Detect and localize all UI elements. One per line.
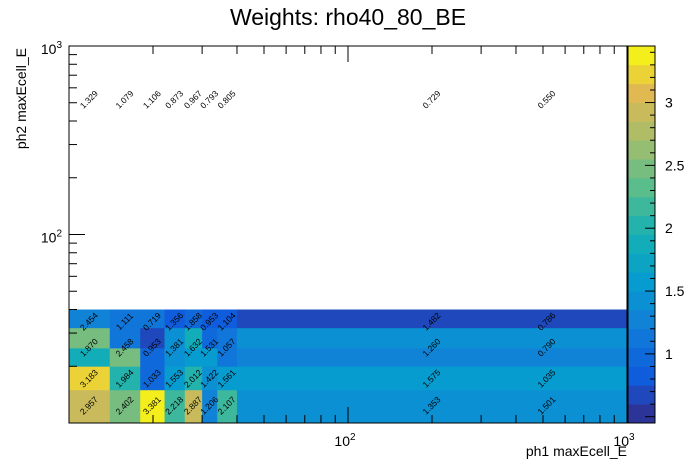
colorbar-band	[628, 83, 655, 103]
heatmap-cell	[236, 309, 628, 329]
heatmap-cell	[109, 347, 141, 367]
heatmap-cell	[202, 347, 218, 367]
heatmap-cell	[217, 389, 238, 424]
heatmap-cell	[184, 309, 203, 329]
colorbar-band	[628, 404, 655, 424]
heatmap-cell	[109, 366, 141, 391]
heatmap-cell	[164, 347, 186, 367]
cell-value-label: 0.805	[216, 88, 238, 110]
colorbar-band	[628, 234, 655, 254]
heatmap-cell	[69, 366, 111, 391]
colorbar-tick-label: 1.5	[665, 283, 685, 299]
heatmap-cell	[69, 347, 111, 367]
heatmap-cell	[69, 309, 111, 329]
chart-title: Weights: rho40_80_BE	[229, 4, 467, 30]
colorbar-band	[628, 328, 655, 348]
heatmap-cell	[140, 347, 165, 367]
heatmap-cell	[202, 389, 218, 424]
colorbar-band	[628, 291, 655, 311]
cell-value-label: 0.550	[535, 88, 557, 110]
colorbar-band	[628, 215, 655, 235]
heatmap-cell	[236, 347, 628, 367]
heatmap-cell	[140, 327, 165, 349]
colorbar-band	[628, 121, 655, 141]
colorbar-band	[628, 309, 655, 330]
heatmap-cell	[217, 347, 238, 367]
colorbar-tick-label: 2	[665, 220, 673, 236]
x-axis-label: ph1 maxEcell_E	[526, 443, 627, 459]
heatmap-cell	[236, 366, 628, 391]
colorbar-band	[628, 159, 655, 179]
colorbar: 1 1.5 2 2.5 3	[627, 45, 685, 424]
x-tick-label: 102	[334, 432, 356, 449]
colorbar-band	[628, 347, 655, 367]
heatmap-cell	[184, 327, 203, 349]
heatmap-cell	[217, 309, 238, 329]
colorbar-band	[628, 385, 655, 405]
heatmap-cell	[164, 389, 186, 424]
heatmap-cell	[164, 366, 186, 391]
heatmap-cell	[140, 366, 165, 391]
colorbar-band	[628, 140, 655, 160]
colorbar-band	[628, 272, 655, 292]
heatmap-cell	[184, 347, 203, 367]
colorbar-band	[628, 46, 655, 66]
colorbar-frame	[627, 45, 656, 424]
heatmap-cell	[109, 389, 141, 424]
colorbar-band	[628, 366, 655, 386]
cell-value-label: 1.079	[113, 88, 135, 110]
heatmap-cell	[69, 389, 111, 424]
colorbar-band	[628, 102, 655, 122]
colorbar-tick-label: 1	[665, 346, 673, 362]
heatmap-cell	[217, 366, 238, 391]
colorbar-band	[628, 196, 655, 217]
colorbar-band	[628, 64, 655, 85]
heatmap-cell	[69, 327, 111, 349]
y-tick-label: 102	[41, 229, 63, 246]
cell-value-label: 1.106	[141, 88, 163, 110]
cell-value-label: 1.329	[78, 88, 100, 110]
cell-value-label: 0.873	[163, 88, 185, 110]
heatmap-cells	[69, 309, 628, 424]
heatmap-cell	[164, 309, 186, 329]
y-tick-label: 103	[41, 40, 63, 57]
heatmap-cell	[109, 309, 141, 329]
x-tick-label: 103	[613, 432, 635, 449]
heatmap-cell	[236, 327, 628, 349]
heatmap-cell	[217, 327, 238, 349]
cell-value-label: 0.793	[198, 88, 220, 110]
heatmap-cell	[184, 366, 203, 391]
heatmap-cell	[202, 327, 218, 349]
axes: 102 103 102 103	[41, 40, 635, 449]
y-axis-label: ph2 maxEcell_E	[13, 48, 29, 149]
colorbar-tick-label: 2.5	[665, 157, 685, 173]
colorbar-band	[628, 253, 655, 273]
colorbar-band	[628, 177, 655, 198]
heatmap-cell	[140, 309, 165, 329]
heatmap-cell	[202, 366, 218, 391]
cell-value-label: 0.729	[420, 88, 442, 110]
heatmap-cell	[202, 309, 218, 329]
heatmap-cell	[109, 327, 141, 349]
heatmap-cell	[184, 389, 203, 424]
colorbar-tick-label: 3	[665, 95, 673, 111]
heatmap-cell	[164, 327, 186, 349]
